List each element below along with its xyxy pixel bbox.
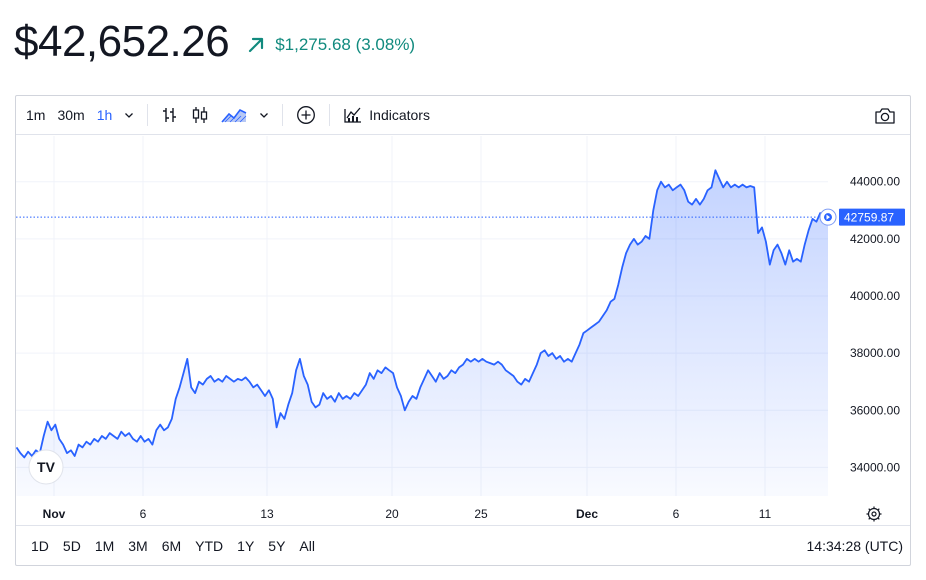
- range-5d[interactable]: 5D: [62, 537, 81, 554]
- price-area-fill: [16, 170, 828, 497]
- y-tick-label: 42000.00: [850, 232, 900, 246]
- interval-30m[interactable]: 30m: [57, 107, 85, 123]
- gear-icon: [866, 506, 882, 522]
- candles-style-button[interactable]: [185, 96, 215, 135]
- x-tick-label: 25: [474, 507, 488, 521]
- chart-toolbar: 1m 30m 1h: [16, 96, 910, 135]
- toolbar-divider: [282, 104, 284, 126]
- price-header: $42,652.26 $1,275.68 (3.08%): [14, 12, 415, 72]
- price-line: [16, 169, 829, 459]
- range-1y[interactable]: 1Y: [237, 537, 255, 554]
- x-tick-label: 11: [759, 507, 772, 521]
- x-tick-label: Nov: [43, 507, 66, 521]
- x-tick-label: 6: [673, 507, 680, 521]
- candles-icon: [193, 107, 208, 123]
- chart-style-dropdown[interactable]: [253, 96, 275, 135]
- y-tick-label: 34000.00: [850, 460, 900, 474]
- chart-area[interactable]: 34000.00 36000.00 38000.00 40000.00 42000.00…: [16, 136, 910, 526]
- tradingview-logo[interactable]: TV: [28, 449, 64, 485]
- utc-clock[interactable]: 14:34:28 (UTC): [806, 538, 903, 554]
- interval-dropdown[interactable]: [118, 96, 140, 135]
- indicators-icon: [344, 107, 362, 123]
- range-ytd[interactable]: YTD: [195, 537, 224, 554]
- indicators-button[interactable]: Indicators: [337, 96, 436, 135]
- y-tick-label: 38000.00: [850, 346, 900, 360]
- x-tick-label: 6: [140, 507, 147, 521]
- chart-settings-button[interactable]: [866, 506, 882, 522]
- last-price-label: 42759.87: [844, 211, 894, 225]
- price-chart[interactable]: 34000.00 36000.00 38000.00 40000.00 42000.00…: [16, 136, 910, 526]
- chevron-down-icon: [260, 113, 269, 118]
- range-bar: 1D 5D 1M 3M 6M YTD 1Y 5Y All 14:34:28 (U…: [16, 525, 910, 565]
- chevron-down-icon: [125, 113, 134, 118]
- toolbar-divider: [147, 104, 149, 126]
- interval-1m[interactable]: 1m: [26, 107, 46, 123]
- range-1m[interactable]: 1M: [94, 537, 115, 554]
- interval-1h[interactable]: 1h: [96, 107, 113, 123]
- add-circle-icon: [297, 106, 316, 124]
- y-tick-label: 40000.00: [850, 289, 900, 303]
- price-change-value: $1,275.68 (3.08%): [275, 35, 416, 54]
- toolbar-divider: [329, 104, 331, 126]
- area-style-button[interactable]: [215, 96, 253, 135]
- range-1d[interactable]: 1D: [31, 537, 49, 554]
- area-icon: [221, 108, 247, 123]
- current-price: $42,652.26: [14, 17, 230, 66]
- range-all[interactable]: All: [299, 537, 315, 554]
- logo-text: TV: [37, 459, 56, 475]
- price-change: $1,275.68 (3.08%): [247, 35, 415, 55]
- compare-button[interactable]: [290, 96, 322, 135]
- chart-widget: 1m 30m 1h: [15, 95, 911, 566]
- last-price-marker[interactable]: [819, 208, 837, 226]
- camera-icon: [875, 107, 895, 124]
- y-tick-label: 36000.00: [850, 403, 900, 417]
- range-6m[interactable]: 6M: [161, 537, 182, 554]
- bars-icon: [163, 108, 177, 122]
- indicators-label: Indicators: [369, 107, 430, 123]
- range-3m[interactable]: 3M: [128, 537, 148, 554]
- x-tick-label: Dec: [576, 507, 598, 521]
- last-price-badge: 42759.87: [839, 208, 905, 226]
- y-tick-label: 44000.00: [850, 175, 900, 189]
- screenshot-button[interactable]: [868, 96, 902, 135]
- bars-style-button[interactable]: [155, 96, 185, 135]
- x-tick-label: 20: [385, 507, 399, 521]
- range-5y[interactable]: 5Y: [268, 537, 286, 554]
- x-tick-label: 13: [260, 507, 274, 521]
- arrow-up-right-icon: [249, 37, 264, 53]
